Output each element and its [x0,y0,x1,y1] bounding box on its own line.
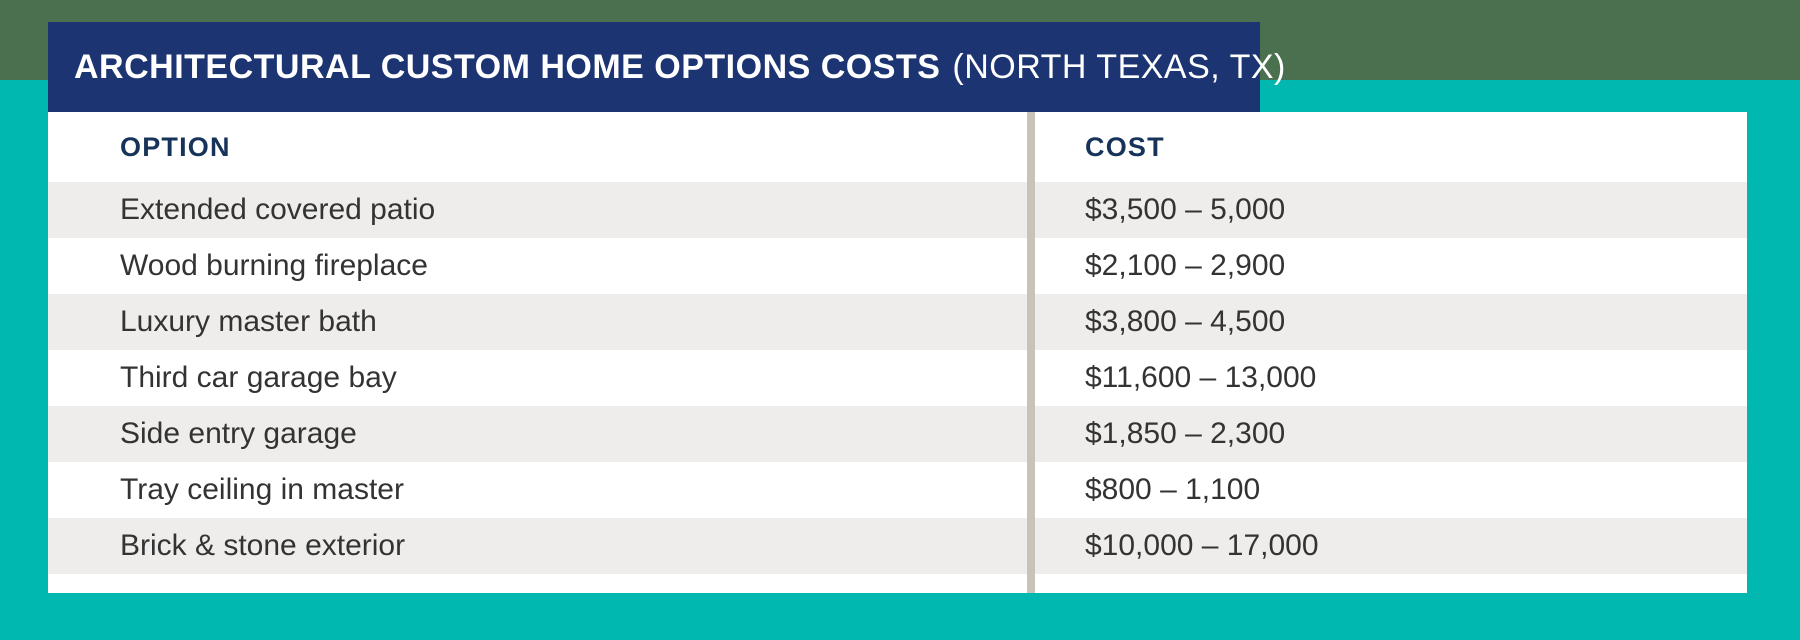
cost-cell: $3,500 – 5,000 [1085,193,1286,226]
table-row: Brick & stone exterior $10,000 – 17,000 [48,518,1747,574]
option-cell: Brick & stone exterior [120,529,406,562]
table-row: Luxury master bath $3,800 – 4,500 [48,294,1747,350]
table-row: Third car garage bay $11,600 – 13,000 [48,350,1747,406]
cost-cell: $10,000 – 17,000 [1085,529,1319,562]
column-divider [1027,112,1035,593]
table-row: Tray ceiling in master $800 – 1,100 [48,462,1747,518]
table-header-row: OPTION COST [48,112,1747,182]
option-cell: Luxury master bath [120,305,377,338]
cost-cell: $2,100 – 2,900 [1085,249,1286,282]
column-header-cost: COST [1085,131,1165,162]
cost-cell: $11,600 – 13,000 [1085,361,1317,394]
option-cell: Wood burning fireplace [120,249,428,282]
option-cell: Third car garage bay [120,361,397,394]
table-body: Extended covered patio $3,500 – 5,000 Wo… [48,182,1747,574]
option-cell: Tray ceiling in master [120,473,404,506]
option-cell: Side entry garage [120,417,357,450]
table-row: Side entry garage $1,850 – 2,300 [48,406,1747,462]
column-header-option: OPTION [120,131,231,162]
table-row: Extended covered patio $3,500 – 5,000 [48,182,1747,238]
cost-cell: $1,850 – 2,300 [1085,417,1286,450]
cost-cell: $800 – 1,100 [1085,473,1261,506]
page-title: ARCHITECTURAL CUSTOM HOME OPTIONS COSTS [74,47,941,86]
cost-table: OPTION COST Extended covered patio $3,50… [48,112,1747,593]
title-banner: ARCHITECTURAL CUSTOM HOME OPTIONS COSTS … [48,22,1285,112]
cost-cell: $3,800 – 4,500 [1085,305,1286,338]
option-cell: Extended covered patio [120,193,436,226]
table-row: Wood burning fireplace $2,100 – 2,900 [48,238,1747,294]
page-title-region: (NORTH TEXAS, TX) [952,47,1286,86]
